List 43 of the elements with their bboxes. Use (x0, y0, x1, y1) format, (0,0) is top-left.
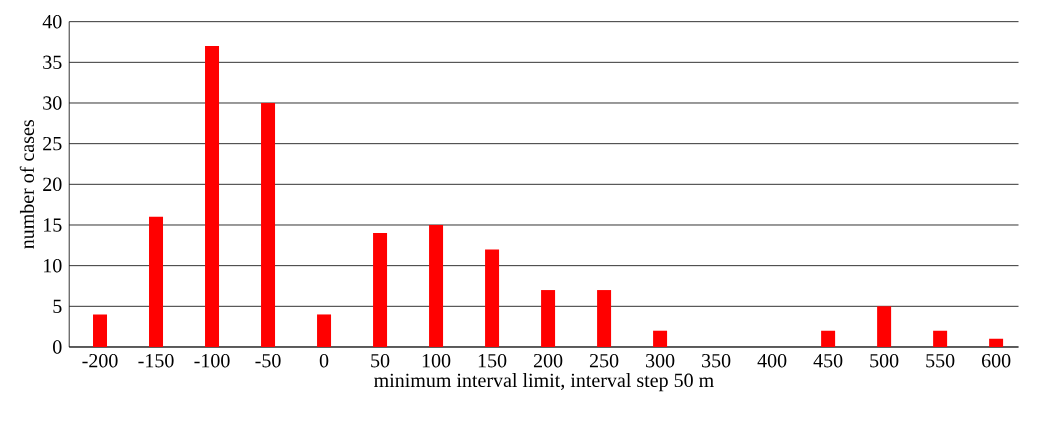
x-tick-label: -200 (82, 353, 118, 368)
bar (205, 46, 220, 347)
y-tick-label: 20 (43, 177, 62, 192)
bar (429, 224, 444, 347)
x-tick-label: 100 (422, 353, 451, 368)
x-tick-label: -100 (194, 353, 230, 368)
bar (597, 290, 612, 347)
x-tick-label: -50 (255, 353, 281, 368)
bar (317, 314, 332, 347)
x-tick-label: 350 (702, 353, 731, 368)
x-axis-title: minimum interval limit, interval step 50 m (374, 373, 714, 392)
x-tick-label: 400 (757, 353, 787, 368)
bar (373, 233, 388, 347)
x-tick-label: 200 (533, 353, 563, 368)
x-tick-label: 0 (319, 353, 329, 368)
bar (261, 102, 276, 347)
bar (149, 216, 164, 347)
bar (877, 306, 892, 347)
y-tick-label: 15 (44, 218, 62, 232)
bar (821, 330, 836, 347)
y-tick-label: 0 (53, 340, 62, 354)
y-tick-label: 35 (43, 55, 62, 70)
bar (989, 338, 1004, 347)
x-tick-label: 50 (371, 353, 390, 368)
x-tick-label: 600 (981, 353, 1011, 368)
x-tick-label: 250 (589, 353, 619, 368)
bar (653, 330, 668, 347)
bar (541, 290, 556, 347)
x-tick-label: -150 (138, 353, 174, 368)
x-tick-label: 150 (478, 353, 507, 368)
x-tick-label: 550 (926, 353, 955, 368)
y-tick-label: 10 (44, 258, 62, 273)
x-tick-label: 500 (870, 353, 899, 368)
y-tick-label: 40 (42, 14, 62, 29)
y-tick-label: 30 (43, 96, 62, 110)
y-axis-title: number of cases (19, 120, 34, 249)
bar (93, 314, 108, 347)
y-tick-label: 5 (53, 299, 62, 313)
bar (485, 249, 500, 347)
bar (933, 330, 948, 347)
x-tick-label: 450 (813, 353, 843, 368)
y-tick-label: 25 (43, 136, 62, 151)
x-tick-label: 300 (646, 353, 675, 368)
